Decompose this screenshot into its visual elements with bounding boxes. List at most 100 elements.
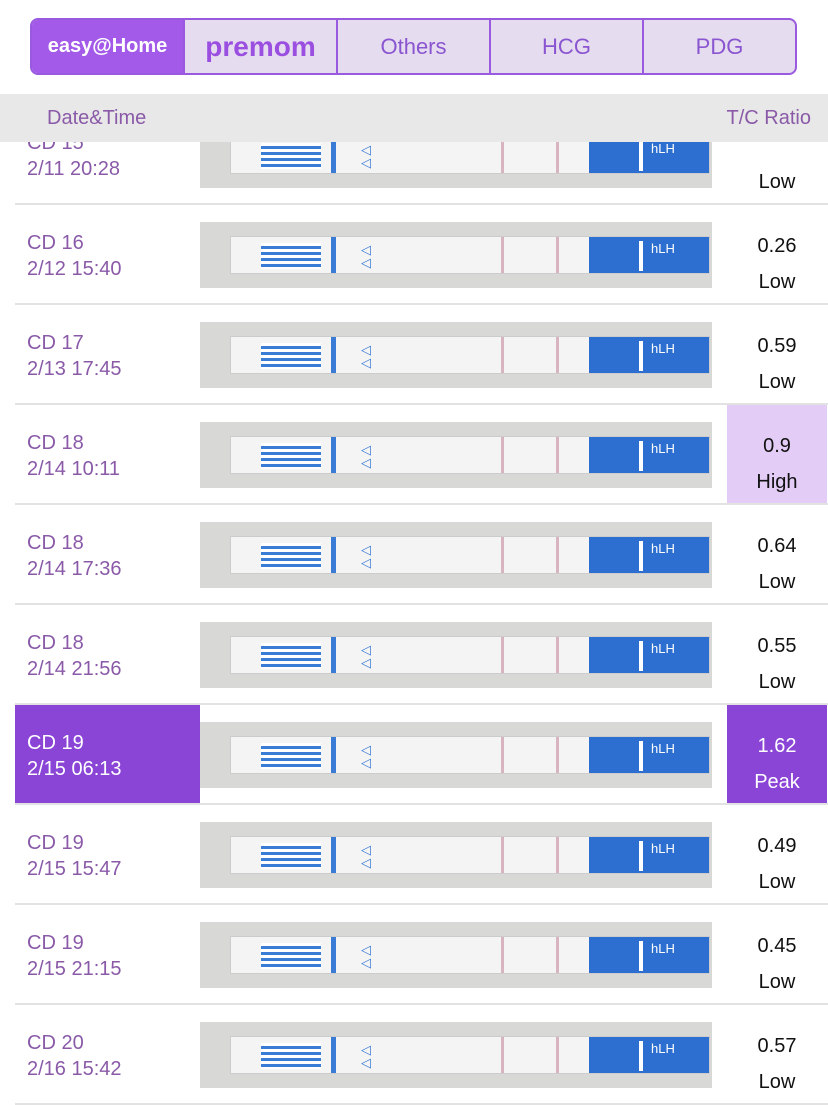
- strip-paper: ◁ ◁ hLH: [230, 236, 710, 274]
- test-line: [501, 237, 504, 273]
- cycle-day: CD 19: [27, 732, 84, 754]
- test-strip-photo[interactable]: ◁ ◁ hLH: [200, 322, 712, 388]
- test-line: [501, 337, 504, 373]
- test-datetime: 2/15 21:15: [27, 958, 122, 980]
- test-strip-photo[interactable]: ◁ ◁ hLH: [200, 422, 712, 488]
- strip-handle: hLH: [589, 337, 709, 373]
- test-list[interactable]: CD 15 2/11 20:28 ◁ ◁ hLH Low CD 16 2/12 15:40…: [0, 105, 828, 1105]
- test-strip-photo[interactable]: ◁ ◁ hLH: [200, 722, 712, 788]
- test-line: [501, 437, 504, 473]
- test-line: [501, 537, 504, 573]
- test-line: [501, 937, 504, 973]
- row-date: CD 18 2/14 10:11: [15, 405, 200, 503]
- strip-label: hLH: [651, 341, 675, 356]
- ratio-cell: 1.62 Peak: [727, 705, 827, 803]
- test-strip-photo[interactable]: ◁ ◁ hLH: [200, 622, 712, 688]
- ratio-cell: 0.64 Low: [727, 505, 827, 603]
- test-row[interactable]: CD 19 2/15 15:47 ◁ ◁ hLH 0.49 Low: [15, 805, 828, 905]
- tc-ratio: 0.45: [757, 935, 797, 957]
- row-date: CD 19 2/15 06:13: [15, 705, 200, 803]
- strip-bar: [331, 737, 336, 773]
- control-line: [556, 937, 559, 973]
- ratio-column-header: T/C Ratio: [726, 106, 811, 129]
- strip-waves: [261, 943, 321, 969]
- strip-waves: [261, 843, 321, 869]
- test-strip-photo[interactable]: ◁ ◁ hLH: [200, 222, 712, 288]
- ratio-cell: 0.26 Low: [727, 205, 827, 303]
- test-strip-photo[interactable]: ◁ ◁ hLH: [200, 522, 712, 588]
- strip-handle: hLH: [589, 737, 709, 773]
- strip-waves: [261, 143, 321, 169]
- test-strip-photo[interactable]: ◁ ◁ hLH: [200, 922, 712, 988]
- strip-label: hLH: [651, 741, 675, 756]
- tc-ratio: 0.9: [763, 435, 791, 457]
- row-date: CD 18 2/14 21:56: [15, 605, 200, 703]
- tab-others[interactable]: Others: [336, 20, 489, 73]
- row-date: CD 16 2/12 15:40: [15, 205, 200, 303]
- cycle-day: CD 16: [27, 232, 84, 254]
- strip-paper: ◁ ◁ hLH: [230, 136, 710, 174]
- strip-handle: hLH: [589, 937, 709, 973]
- strip-waves: [261, 743, 321, 769]
- lh-level: Low: [758, 971, 796, 993]
- test-datetime: 2/14 21:56: [27, 658, 122, 680]
- tab-premom[interactable]: premom: [183, 20, 336, 73]
- test-datetime: 2/14 10:11: [27, 458, 121, 480]
- row-date: CD 17 2/13 17:45: [15, 305, 200, 403]
- test-line: [501, 137, 504, 173]
- strip-waves: [261, 1043, 321, 1069]
- tc-ratio: 0.26: [757, 235, 797, 257]
- lh-level: Low: [758, 1071, 796, 1093]
- cycle-day: CD 19: [27, 832, 84, 854]
- strip-bar: [331, 837, 336, 873]
- lh-level: High: [756, 471, 798, 493]
- brand-tabs: easy@Home premom Others HCG PDG: [30, 18, 797, 75]
- row-date: CD 19 2/15 15:47: [15, 805, 200, 903]
- test-datetime: 2/15 15:47: [27, 858, 122, 880]
- strip-arrows: ◁ ◁: [361, 242, 371, 270]
- test-row[interactable]: CD 19 2/15 06:13 ◁ ◁ hLH 1.62 Peak: [15, 705, 828, 805]
- test-row[interactable]: CD 15 2/11 20:28 ◁ ◁ hLH Low: [15, 105, 828, 205]
- lh-level: Low: [758, 371, 796, 393]
- strip-waves: [261, 443, 321, 469]
- strip-handle: hLH: [589, 137, 709, 173]
- ratio-cell: Low: [727, 105, 827, 203]
- tab-easy-at-home[interactable]: easy@Home: [32, 20, 183, 73]
- test-row[interactable]: CD 18 2/14 21:56 ◁ ◁ hLH 0.55 Low: [15, 605, 828, 705]
- test-strip-photo[interactable]: ◁ ◁ hLH: [200, 1022, 712, 1088]
- test-row[interactable]: CD 18 2/14 10:11 ◁ ◁ hLH 0.9 High: [15, 405, 828, 505]
- strip-bar: [331, 437, 336, 473]
- test-datetime: 2/14 17:36: [27, 558, 122, 580]
- row-date: CD 18 2/14 17:36: [15, 505, 200, 603]
- test-line: [501, 1037, 504, 1073]
- row-date: CD 19 2/15 21:15: [15, 905, 200, 1003]
- test-row[interactable]: CD 20 2/16 15:42 ◁ ◁ hLH 0.57 Low: [15, 1005, 828, 1105]
- test-datetime: 2/12 15:40: [27, 258, 122, 280]
- strip-paper: ◁ ◁ hLH: [230, 1036, 710, 1074]
- control-line: [556, 1037, 559, 1073]
- test-datetime: 2/15 06:13: [27, 758, 122, 780]
- control-line: [556, 237, 559, 273]
- test-row[interactable]: CD 18 2/14 17:36 ◁ ◁ hLH 0.64 Low: [15, 505, 828, 605]
- lh-level: Peak: [754, 771, 800, 793]
- strip-handle: hLH: [589, 637, 709, 673]
- test-strip-photo[interactable]: ◁ ◁ hLH: [200, 122, 712, 188]
- strip-paper: ◁ ◁ hLH: [230, 536, 710, 574]
- cycle-day: CD 18: [27, 632, 84, 654]
- strip-bar: [331, 1037, 336, 1073]
- tab-pdg[interactable]: PDG: [642, 20, 795, 73]
- test-row[interactable]: CD 17 2/13 17:45 ◁ ◁ hLH 0.59 Low: [15, 305, 828, 405]
- test-datetime: 2/16 15:42: [27, 1058, 122, 1080]
- tab-hcg[interactable]: HCG: [489, 20, 642, 73]
- test-row[interactable]: CD 19 2/15 21:15 ◁ ◁ hLH 0.45 Low: [15, 905, 828, 1005]
- strip-paper: ◁ ◁ hLH: [230, 936, 710, 974]
- test-strip-photo[interactable]: ◁ ◁ hLH: [200, 822, 712, 888]
- date-column-header: Date&Time: [47, 106, 147, 129]
- strip-paper: ◁ ◁ hLH: [230, 636, 710, 674]
- strip-label: hLH: [651, 641, 675, 656]
- strip-bar: [331, 537, 336, 573]
- strip-handle: hLH: [589, 437, 709, 473]
- test-line: [501, 637, 504, 673]
- test-row[interactable]: CD 16 2/12 15:40 ◁ ◁ hLH 0.26 Low: [15, 205, 828, 305]
- strip-bar: [331, 637, 336, 673]
